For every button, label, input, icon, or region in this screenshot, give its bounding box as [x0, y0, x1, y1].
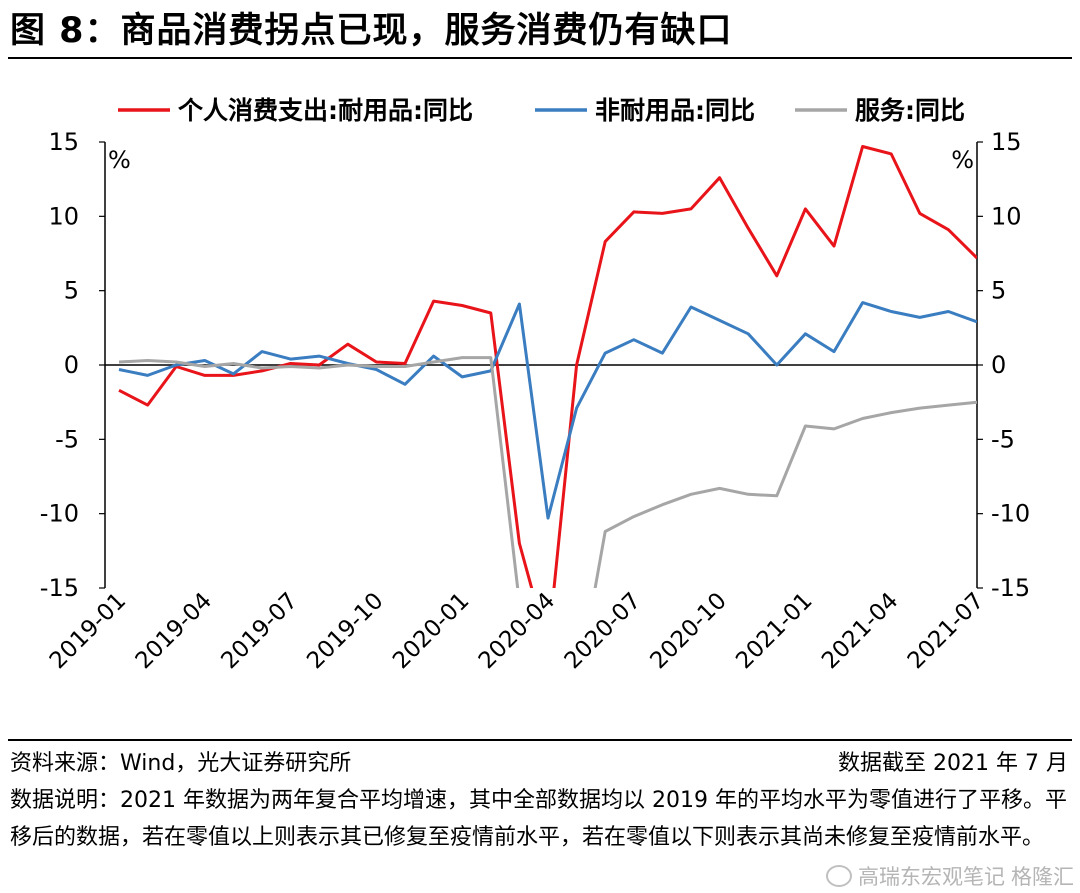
y-tick-label-left: 0 [64, 351, 79, 379]
watermark-text-1: 高瑞东宏观笔记 [858, 865, 1005, 889]
footer-notes: 资料来源：Wind，光大证券研究所 数据截至 2021 年 7 月 数据说明：2… [10, 745, 1068, 856]
y-tick-label-left: -15 [40, 574, 79, 602]
y-unit-left: % [108, 146, 131, 174]
legend-label-3: 服务:同比 [855, 96, 965, 125]
data-note: 数据说明：2021 年数据为两年复合平均增速，其中全部数据均以 2019 年的平… [10, 788, 1067, 850]
y-tick-label-right: 5 [991, 277, 1006, 305]
series-line-1 [118, 145, 977, 588]
legend-label-2: 非耐用品:同比 [595, 96, 755, 125]
x-tick-label: 2020-10 [645, 588, 731, 674]
bottom-rule [8, 739, 1072, 741]
y-tick-label-right: 0 [991, 351, 1006, 379]
chart-series [118, 145, 977, 588]
x-tick-label: 2021-04 [817, 588, 903, 674]
as-of-text: 数据截至 2021 年 7 月 [838, 751, 1068, 776]
series-line-2 [118, 301, 977, 520]
x-tick-label: 2020-01 [388, 588, 474, 674]
y-tick-label-left: 5 [64, 277, 79, 305]
x-tick-label: 2019-04 [131, 588, 217, 674]
line-chart: 个人消费支出:耐用品:同比 非耐用品:同比 服务:同比 -15 -15 -10 -10 -5… [40, 96, 1030, 674]
top-rule [8, 57, 1072, 59]
y-tick-label-right: -5 [991, 425, 1015, 453]
chart-legend: 个人消费支出:耐用品:同比 非耐用品:同比 服务:同比 [118, 96, 965, 125]
y-tick-label-left: -5 [55, 425, 79, 453]
y-tick-label-right: 15 [991, 128, 1022, 156]
figure-title: 图 8：商品消费拐点已现，服务消费仍有缺口 [10, 11, 733, 51]
source-text: 资料来源：Wind，光大证券研究所 [10, 751, 352, 776]
y-tick-label-right: -15 [991, 574, 1030, 602]
watermark-text-2: 格隆汇 [1011, 865, 1074, 889]
y-tick-label-left: -10 [40, 500, 79, 528]
x-tick-label: 2021-01 [731, 588, 817, 674]
y-tick-label-right: -10 [991, 500, 1030, 528]
wechat-icon [826, 865, 852, 887]
series-line-3 [118, 356, 977, 588]
watermark: 高瑞东宏观笔记 格隆汇 [826, 861, 1074, 891]
y-tick-label-left: 15 [48, 128, 79, 156]
x-tick-label: 2019-07 [216, 588, 302, 674]
legend-label-1: 个人消费支出:耐用品:同比 [178, 96, 473, 125]
x-tick-label: 2020-04 [474, 588, 560, 674]
x-tick-label: 2021-07 [903, 588, 989, 674]
x-tick-label: 2020-07 [560, 588, 646, 674]
y-unit-right: % [951, 146, 974, 174]
x-tick-label: 2019-10 [302, 588, 388, 674]
y-tick-label-right: 10 [991, 202, 1022, 230]
y-tick-label-left: 10 [48, 202, 79, 230]
